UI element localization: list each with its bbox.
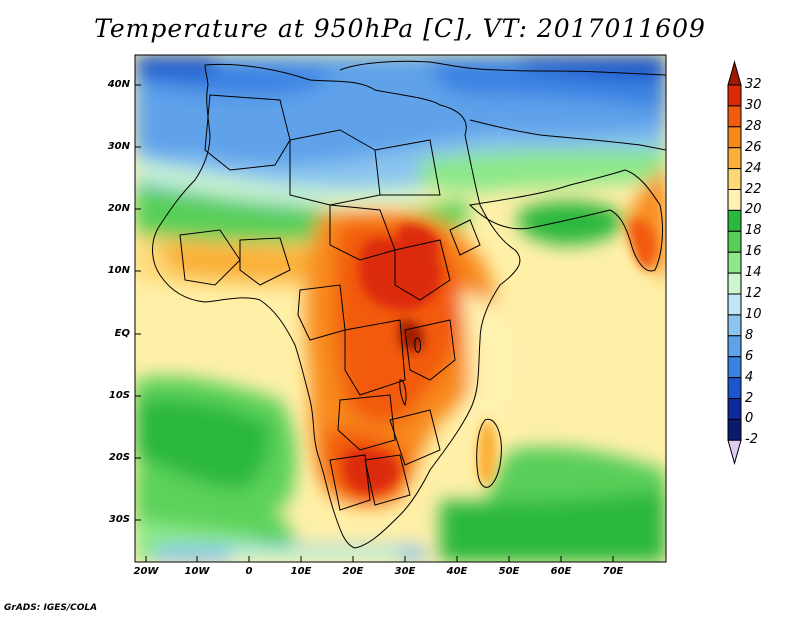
colorbar-label: 18 [745, 223, 762, 239]
colorbar-swatch [727, 230, 742, 253]
colorbar-swatch [727, 272, 742, 295]
colorbar-label: 2 [745, 390, 754, 406]
lon-label-20e: 20E [342, 566, 364, 577]
colorbar-swatch [727, 84, 742, 107]
colorbar-swatch [727, 209, 742, 232]
colorbar-swatch [727, 356, 742, 379]
colorbar-label: 24 [745, 160, 762, 176]
lon-label-10w: 10W [184, 566, 210, 577]
colorbar-label: 0 [745, 411, 754, 427]
lon-label-60e: 60E [550, 566, 572, 577]
colorbar-swatch [727, 398, 742, 420]
colorbar-label: 32 [745, 77, 762, 92]
lat-label-20n: 20N [107, 203, 130, 214]
lon-label-10e: 10E [290, 566, 312, 577]
colorbar-swatch [727, 293, 742, 316]
lat-label-eq: EQ [114, 328, 130, 339]
colorbar-label: 26 [745, 139, 762, 155]
lat-label-30s: 30S [108, 514, 130, 525]
colorbar-label: 6 [745, 348, 754, 364]
colorbar-label: 12 [745, 286, 762, 301]
colorbar [727, 60, 742, 466]
colorbar-swatch [727, 126, 742, 149]
lat-label-10n: 10N [107, 265, 130, 276]
footer-credit: GrADS: IGES/COLA [4, 603, 98, 613]
colorbar-swatch [727, 314, 742, 337]
colorbar-label: 10 [745, 306, 762, 322]
colorbar-label: 28 [745, 118, 762, 134]
lon-label-50e: 50E [498, 566, 520, 577]
colorbar-label: -2 [745, 432, 758, 448]
colorbar-swatch [727, 377, 742, 400]
colorbar-swatch [727, 418, 742, 441]
colorbar-max-triangle [727, 60, 742, 86]
temperature-field [135, 55, 666, 562]
colorbar-swatch [727, 147, 742, 170]
lat-label-40n: 40N [107, 79, 130, 90]
colorbar-label: 4 [745, 369, 754, 385]
colorbar-swatch [727, 251, 742, 274]
colorbar-label: 16 [745, 244, 762, 260]
lon-label-0: 0 [245, 566, 253, 577]
axis-ticks [135, 84, 614, 562]
coastlines [152, 60, 666, 549]
lon-label-30e: 30E [394, 566, 416, 577]
colorbar-swatch [727, 335, 742, 358]
colorbar-label: 8 [745, 327, 754, 343]
colorbar-swatch [727, 105, 742, 128]
colorbar-label: 30 [745, 97, 762, 113]
colorbar-label: 14 [745, 265, 762, 281]
map-title: Temperature at 950hPa [C], VT: 201701160… [94, 14, 706, 43]
lat-label-10s: 10S [108, 390, 130, 401]
lon-label-40e: 40E [446, 566, 468, 577]
colorbar-label: 22 [745, 181, 762, 197]
lat-label-20s: 20S [108, 452, 130, 463]
lon-label-70e: 70E [602, 566, 624, 577]
colorbar-label: 20 [745, 202, 762, 218]
lat-label-30n: 30N [107, 141, 130, 152]
colorbar-swatch [727, 168, 742, 191]
lon-label-20w: 20W [133, 566, 159, 577]
colorbar-min-triangle [727, 439, 742, 466]
colorbar-swatch [727, 189, 742, 211]
